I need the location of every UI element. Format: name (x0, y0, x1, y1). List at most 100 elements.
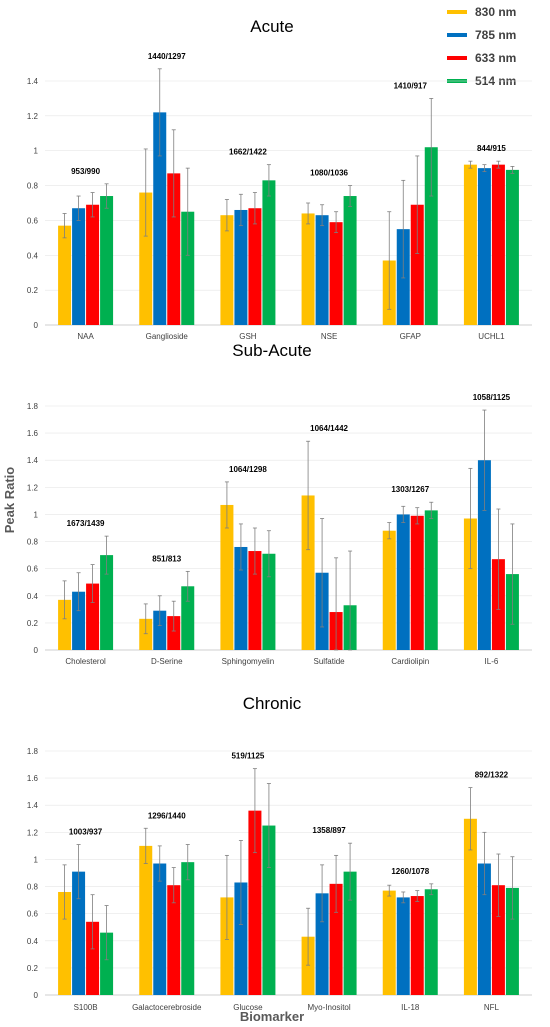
y-tick-label: 0 (34, 646, 39, 655)
bar (463, 164, 477, 325)
error-bar (171, 867, 176, 904)
peak-annotation: 1058/1125 (473, 393, 511, 402)
bar (153, 610, 167, 650)
peak-annotation: 1662/1422 (229, 148, 267, 157)
error-bar (510, 856, 515, 920)
error-bar (224, 481, 229, 529)
legend-swatch (447, 33, 467, 37)
bar (424, 147, 438, 325)
error-bar (185, 844, 190, 881)
bar (58, 891, 72, 995)
error-bar (238, 840, 243, 925)
y-tick-label: 1 (34, 147, 39, 156)
error-bar (334, 854, 339, 913)
y-tick-label: 1.2 (27, 483, 39, 492)
y-tick-label: 0 (34, 991, 39, 1000)
category-label: Myo-Inositol (308, 1003, 351, 1012)
error-bar (387, 884, 392, 897)
error-bar (90, 894, 95, 950)
error-bar (252, 527, 257, 575)
chart-panel: Acute 0 0.2 0.4 0.6 0.8 1 1.2 1.4 953/990 NAA 1440/… (27, 17, 532, 341)
bar (220, 215, 234, 325)
category-label: Sphingomyelin (222, 657, 274, 666)
category-label: NAA (77, 332, 94, 341)
legend-swatch (447, 10, 467, 14)
bar (220, 504, 234, 650)
peak-annotation: 1410/917 (394, 81, 428, 90)
bar (72, 208, 86, 325)
y-tick-label: 1.8 (27, 747, 39, 756)
error-bar (252, 768, 257, 854)
y-tick-label: 1.2 (27, 828, 39, 837)
bar (139, 618, 153, 650)
category-label: Sulfatide (314, 657, 346, 666)
error-bar (482, 164, 487, 173)
bar (262, 180, 276, 325)
bar (329, 222, 343, 325)
y-tick-label: 1.4 (27, 801, 39, 810)
y-tick-label: 0.6 (27, 910, 39, 919)
error-bar (510, 523, 515, 625)
bar (424, 889, 438, 995)
error-bar (104, 183, 109, 209)
bar (477, 168, 491, 325)
error-bar (224, 199, 229, 232)
bar (100, 932, 114, 995)
bar (234, 882, 248, 995)
error-bar (266, 783, 271, 868)
error-bar (143, 827, 148, 864)
error-bar (157, 68, 162, 157)
y-tick-label: 1.8 (27, 402, 39, 411)
bar (343, 196, 357, 325)
error-bar (387, 522, 392, 540)
bar (396, 897, 410, 995)
bar (100, 196, 114, 325)
error-bar (496, 508, 501, 610)
error-bar (266, 164, 271, 197)
category-label: GFAP (400, 332, 421, 341)
peak-annotation: 519/1125 (231, 752, 264, 761)
bar (58, 225, 72, 325)
peak-annotation: 953/990 (71, 167, 100, 176)
error-bar (496, 160, 501, 169)
category-label: Galactocerebroside (132, 1003, 202, 1012)
bar (424, 510, 438, 650)
peak-annotation: 1440/1297 (148, 52, 186, 61)
peak-annotation: 844/915 (477, 144, 506, 153)
bar (477, 863, 491, 995)
error-bar (238, 523, 243, 571)
bar (410, 204, 424, 325)
bar (505, 887, 519, 995)
bar (491, 164, 505, 325)
legend-label: 785 nm (475, 28, 516, 42)
legend-item: 830 nm (447, 5, 516, 19)
error-bar (401, 891, 406, 904)
bar (491, 885, 505, 995)
error-bar (320, 204, 325, 227)
peak-annotation: 1064/1298 (229, 465, 267, 474)
y-tick-label: 1.6 (27, 774, 39, 783)
error-bar (415, 155, 420, 254)
bar (315, 893, 329, 995)
error-bar (143, 148, 148, 237)
y-tick-label: 1.2 (27, 112, 39, 121)
y-tick-label: 0.4 (27, 251, 39, 260)
error-bar (306, 202, 311, 225)
category-label: NSE (321, 332, 337, 341)
bar (382, 530, 396, 650)
bar (181, 862, 195, 995)
bar (100, 555, 114, 650)
chart-title: Sub-Acute (232, 341, 311, 360)
bar (410, 515, 424, 650)
error-bar (62, 213, 67, 239)
bar (248, 208, 262, 325)
y-tick-label: 0.8 (27, 883, 39, 892)
y-tick-label: 0.6 (27, 565, 39, 574)
y-axis-title: Peak Ratio (2, 467, 17, 534)
error-bar (238, 193, 243, 227)
bar (58, 599, 72, 650)
error-bar (171, 600, 176, 632)
bar (181, 211, 195, 325)
category-label: Ganglioside (146, 332, 189, 341)
y-tick-label: 0.8 (27, 538, 39, 547)
